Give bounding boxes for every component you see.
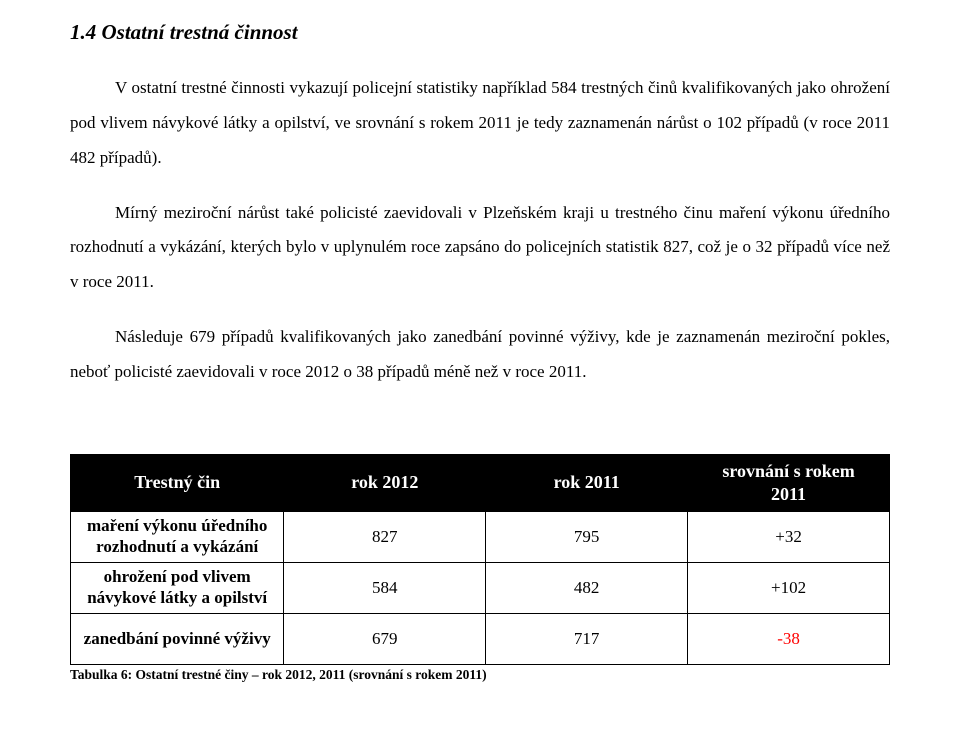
table-header-cell: srovnání s rokem 2011: [688, 454, 890, 511]
paragraph-1: V ostatní trestné činnosti vykazují poli…: [70, 71, 890, 176]
table-cell: 827: [284, 511, 486, 562]
row-label-line: rozhodnutí a vykázání: [96, 537, 258, 556]
row-label-cell: ohrožení pod vlivem návykové látky a opi…: [71, 562, 284, 613]
data-table: Trestný čin rok 2012 rok 2011 srovnání s…: [70, 454, 890, 665]
row-label-line: maření výkonu úředního: [87, 516, 267, 535]
table-header-cell: Trestný čin: [71, 454, 284, 511]
row-label-line: návykové látky a opilství: [87, 588, 267, 607]
section-heading: 1.4 Ostatní trestná činnost: [70, 20, 890, 45]
table-row: maření výkonu úředního rozhodnutí a vyká…: [71, 511, 890, 562]
table-row: zanedbání povinné výživy 679 717 -38: [71, 613, 890, 664]
paragraph-3: Následuje 679 případů kvalifikovaných ja…: [70, 320, 890, 390]
table-cell: 717: [486, 613, 688, 664]
row-label-line: zanedbání povinné výživy: [84, 629, 271, 648]
header-line: srovnání s rokem: [722, 461, 854, 481]
row-label-line: ohrožení pod vlivem: [104, 567, 251, 586]
table-cell: +102: [688, 562, 890, 613]
table-row: ohrožení pod vlivem návykové látky a opi…: [71, 562, 890, 613]
table-cell: 795: [486, 511, 688, 562]
table-cell: +32: [688, 511, 890, 562]
row-label-cell: zanedbání povinné výživy: [71, 613, 284, 664]
table-caption: Tabulka 6: Ostatní trestné činy – rok 20…: [70, 667, 890, 683]
table-header-row: Trestný čin rok 2012 rok 2011 srovnání s…: [71, 454, 890, 511]
table-cell: -38: [688, 613, 890, 664]
paragraph-2: Mírný meziroční nárůst také policisté za…: [70, 196, 890, 301]
page: 1.4 Ostatní trestná činnost V ostatní tr…: [0, 0, 960, 683]
table-cell: 679: [284, 613, 486, 664]
table-header-cell: rok 2012: [284, 454, 486, 511]
table-header-cell: rok 2011: [486, 454, 688, 511]
spacer: [70, 410, 890, 454]
header-line: 2011: [771, 484, 806, 504]
table-cell: 482: [486, 562, 688, 613]
row-label-cell: maření výkonu úředního rozhodnutí a vyká…: [71, 511, 284, 562]
table-cell: 584: [284, 562, 486, 613]
